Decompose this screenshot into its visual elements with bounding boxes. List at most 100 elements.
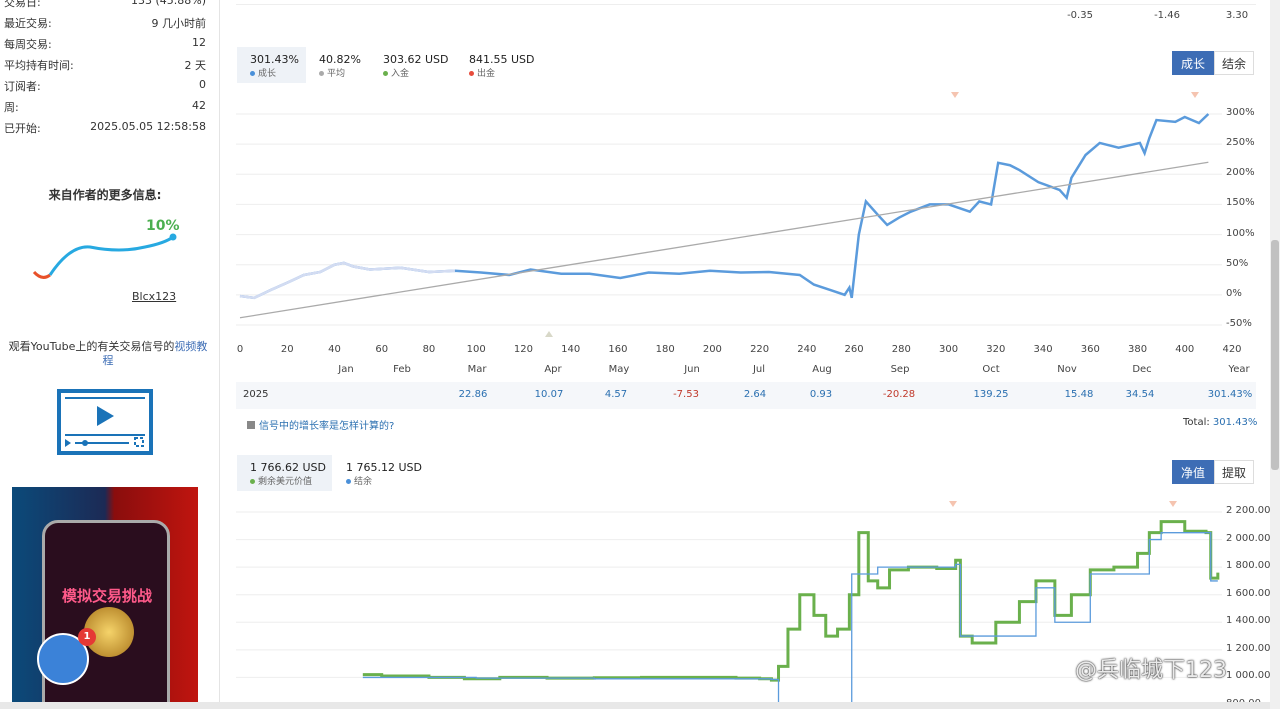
- tab-withdraw[interactable]: 提取: [1214, 460, 1254, 484]
- stat-label: 交易日:: [4, 0, 41, 9]
- stat-value: 2 天: [184, 59, 207, 72]
- bottom-bar: [0, 702, 1270, 709]
- total-value: 301.43%: [1212, 417, 1258, 428]
- month-label: May: [608, 364, 630, 375]
- tab-growth[interactable]: 成长: [1172, 51, 1214, 75]
- year-row: [236, 382, 1256, 409]
- plot-area: [236, 88, 1226, 336]
- total: Total: 301.43%: [1183, 417, 1257, 428]
- growth-help-link[interactable]: 信号中的增长率是怎样计算的?: [247, 417, 394, 432]
- stat-label: 订阅者:: [4, 80, 41, 93]
- stat-value: 1 765.12 USD: [346, 461, 422, 474]
- y-tick-label: 200%: [1226, 167, 1255, 179]
- stat-value: 841.55 USD: [469, 53, 535, 66]
- stat-row: 交易日: 133 (45.88%): [4, 0, 206, 10]
- author-link[interactable]: Blcx123: [132, 290, 177, 303]
- summary-stat[interactable]: 303.62 USD 入金: [383, 53, 449, 79]
- month-return: 4.57: [604, 389, 628, 400]
- x-tick-label: 260: [844, 344, 864, 355]
- calculator-icon: [247, 421, 255, 429]
- stat-value: 2025.05.05 12:58:58: [90, 120, 206, 133]
- x-tick-label: 100: [466, 344, 486, 355]
- summary-stat[interactable]: 301.43% 成长: [250, 53, 299, 79]
- stat-row: 最近交易: 9 几小时前: [4, 15, 206, 31]
- top-value: 3.30: [1225, 10, 1249, 21]
- stat-value: 12: [192, 36, 206, 49]
- marker-triangle-icon: [1169, 501, 1177, 507]
- stat-value: 301.43%: [250, 53, 299, 66]
- stat-value: 42: [192, 99, 206, 112]
- ad-title: 模拟交易挑战: [61, 587, 152, 605]
- month-label: Jun: [684, 364, 700, 375]
- month-return: 2.64: [743, 389, 767, 400]
- tab-balance[interactable]: 结余: [1214, 51, 1254, 75]
- x-tick-label: 240: [797, 344, 817, 355]
- y-tick-label: 100%: [1226, 227, 1255, 239]
- summary-stat[interactable]: 40.82% 平均: [319, 53, 361, 79]
- youtube-link[interactable]: 视频教程: [102, 340, 208, 367]
- stat-label: 周:: [4, 101, 19, 114]
- stat-label: 最近交易:: [4, 17, 52, 30]
- summary-stat[interactable]: 841.55 USD 出金: [469, 53, 535, 79]
- month-return: 139.25: [973, 389, 1009, 400]
- summary-stat[interactable]: 1 765.12 USD 结余: [346, 461, 422, 487]
- author-percent: 10%: [146, 218, 180, 234]
- youtube-text: 观看YouTube上的有关交易信号的视频教程: [8, 340, 208, 368]
- stat-label: 平均: [327, 69, 346, 79]
- author-sparkline[interactable]: [30, 215, 180, 285]
- x-tick-label: 180: [655, 344, 675, 355]
- month-return: 301.43%: [1207, 389, 1253, 400]
- selected-stat-bg: [237, 455, 332, 491]
- month-return: -7.53: [673, 389, 699, 400]
- y-tick-label: 0%: [1226, 287, 1242, 299]
- legend-dot-icon: [250, 71, 255, 76]
- series-line-1: [239, 161, 1209, 319]
- video-tutorial-icon[interactable]: [57, 389, 153, 455]
- stat-label: 每周交易:: [4, 38, 52, 51]
- month-label: Jan: [338, 364, 354, 375]
- x-tick-label: 340: [1033, 344, 1053, 355]
- y-tick-label: 1 200.00: [1226, 642, 1271, 654]
- legend-dot-icon: [469, 71, 474, 76]
- scrollbar-thumb[interactable]: [1271, 240, 1279, 470]
- advertisement-banner[interactable]: 模拟交易挑战 1: [12, 487, 198, 709]
- selected-stat-bg: [237, 47, 306, 83]
- x-tick-label: 80: [422, 344, 436, 355]
- scrollbar[interactable]: [1270, 0, 1280, 709]
- stat-row: 每周交易: 12: [4, 36, 206, 52]
- y-tick-label: 1 600.00: [1226, 587, 1271, 599]
- marker-triangle-icon: [1191, 92, 1199, 98]
- stat-row: 已开始: 2025.05.05 12:58:58: [4, 120, 206, 136]
- y-tick-label: 2 000.00: [1226, 532, 1271, 544]
- notification-badge: 1: [78, 628, 96, 646]
- month-return: 22.86: [458, 389, 488, 400]
- summary-stat[interactable]: 1 766.62 USD 剩余美元价值: [250, 461, 326, 487]
- top-value: -1.46: [1154, 10, 1180, 21]
- month-label: Dec: [1132, 364, 1152, 375]
- total-label: Total:: [1183, 417, 1210, 428]
- marker-triangle-icon: [545, 331, 553, 337]
- stat-row: 周: 42: [4, 99, 206, 115]
- stat-value: 40.82%: [319, 53, 361, 66]
- stat-value: 1 766.62 USD: [250, 461, 326, 474]
- y-tick-label: 150%: [1226, 197, 1255, 209]
- x-tick-label: 200: [702, 344, 722, 355]
- month-return: 34.54: [1125, 389, 1155, 400]
- stat-value: 0: [199, 78, 206, 91]
- x-tick-label: 140: [561, 344, 581, 355]
- help-link-text[interactable]: 信号中的增长率是怎样计算的?: [259, 421, 395, 432]
- tab-equity[interactable]: 净值: [1172, 460, 1214, 484]
- x-tick-label: 0: [236, 344, 244, 355]
- stat-label: 剩余美元价值: [258, 477, 313, 487]
- stat-label: 入金: [391, 69, 410, 79]
- early-growth-line: [239, 261, 455, 300]
- x-tick-label: 60: [375, 344, 389, 355]
- y-tick-label: 2 200.00: [1226, 505, 1271, 516]
- stat-label: 已开始:: [4, 122, 41, 135]
- x-tick-label: 220: [750, 344, 770, 355]
- stat-row: 平均持有时间: 2 天: [4, 57, 206, 73]
- stat-value: 303.62 USD: [383, 53, 449, 66]
- month-return: 10.07: [534, 389, 564, 400]
- stat-label: 平均持有时间:: [4, 59, 74, 72]
